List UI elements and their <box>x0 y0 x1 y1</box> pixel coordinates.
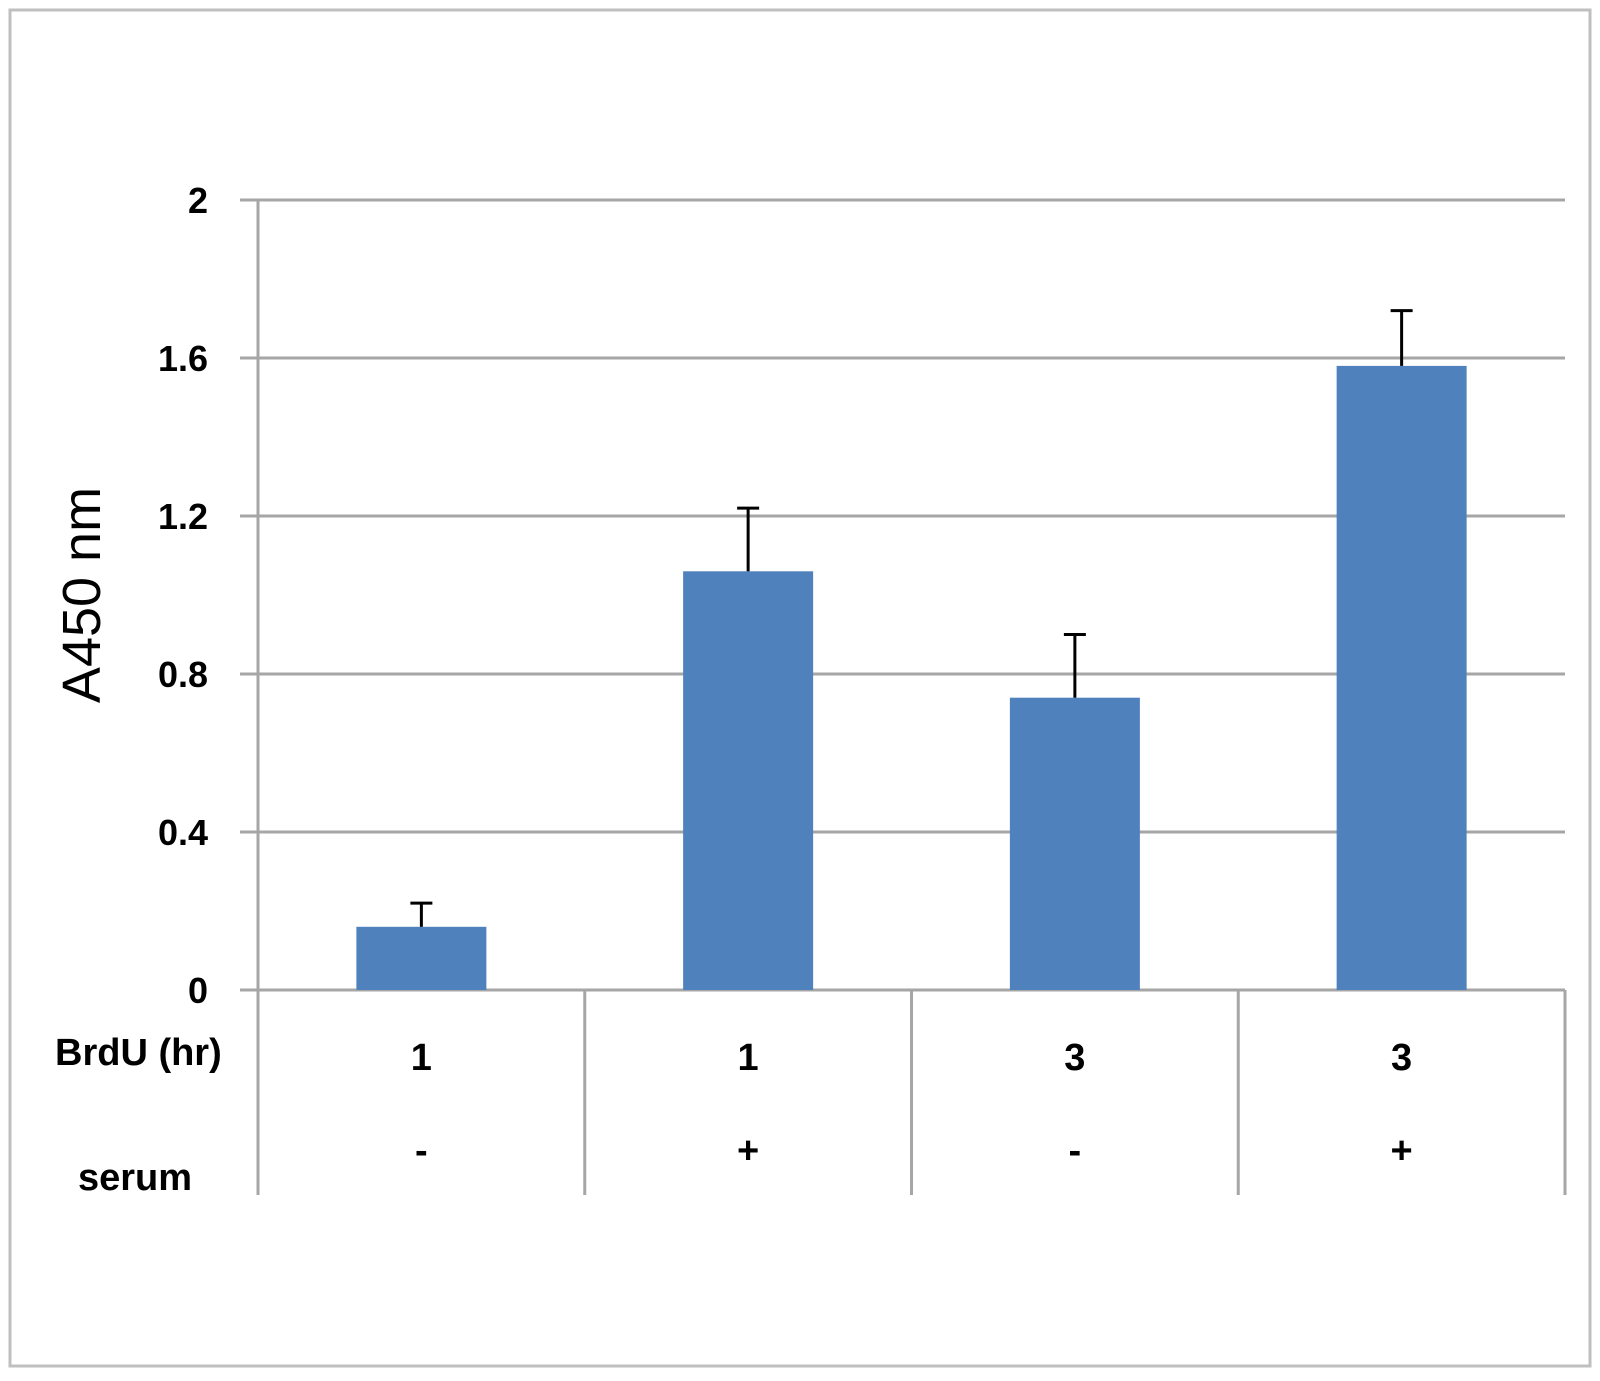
bars <box>356 365 1467 990</box>
x-tick-label-serum: + <box>737 1130 759 1172</box>
y-tick-label: 1.2 <box>158 496 208 537</box>
x-tick-label-brdu: 3 <box>1391 1037 1412 1079</box>
bar <box>356 926 487 990</box>
x-tick-label-serum: - <box>415 1130 428 1172</box>
x-tick-label-brdu: 1 <box>738 1037 759 1079</box>
y-tick-label: 1.6 <box>158 338 208 379</box>
labels: 0 0.4 0.8 1.2 1.6 2 1 - 1 +3 - 3 + BrdU (hr) serum A450… <box>52 180 1413 1199</box>
row-label-serum: serum <box>78 1157 192 1199</box>
x-tick-label-serum: - <box>1069 1130 1082 1172</box>
y-tick-label: 0.8 <box>158 654 208 695</box>
row-label-brdu: BrdU (hr) <box>55 1032 222 1074</box>
bar <box>683 571 814 990</box>
y-tick-label: 0.4 <box>158 812 208 853</box>
error-bars <box>410 309 1413 927</box>
x-tick-label-serum: + <box>1391 1130 1413 1172</box>
bar <box>1336 365 1467 990</box>
y-tick-label: 0 <box>188 970 208 1011</box>
bar <box>1009 697 1140 990</box>
x-tick-label-brdu: 3 <box>1064 1037 1085 1079</box>
x-tick-label-brdu: 1 <box>411 1037 432 1079</box>
y-tick-label: 2 <box>188 180 208 221</box>
y-axis-title: A450 nm <box>52 487 112 703</box>
